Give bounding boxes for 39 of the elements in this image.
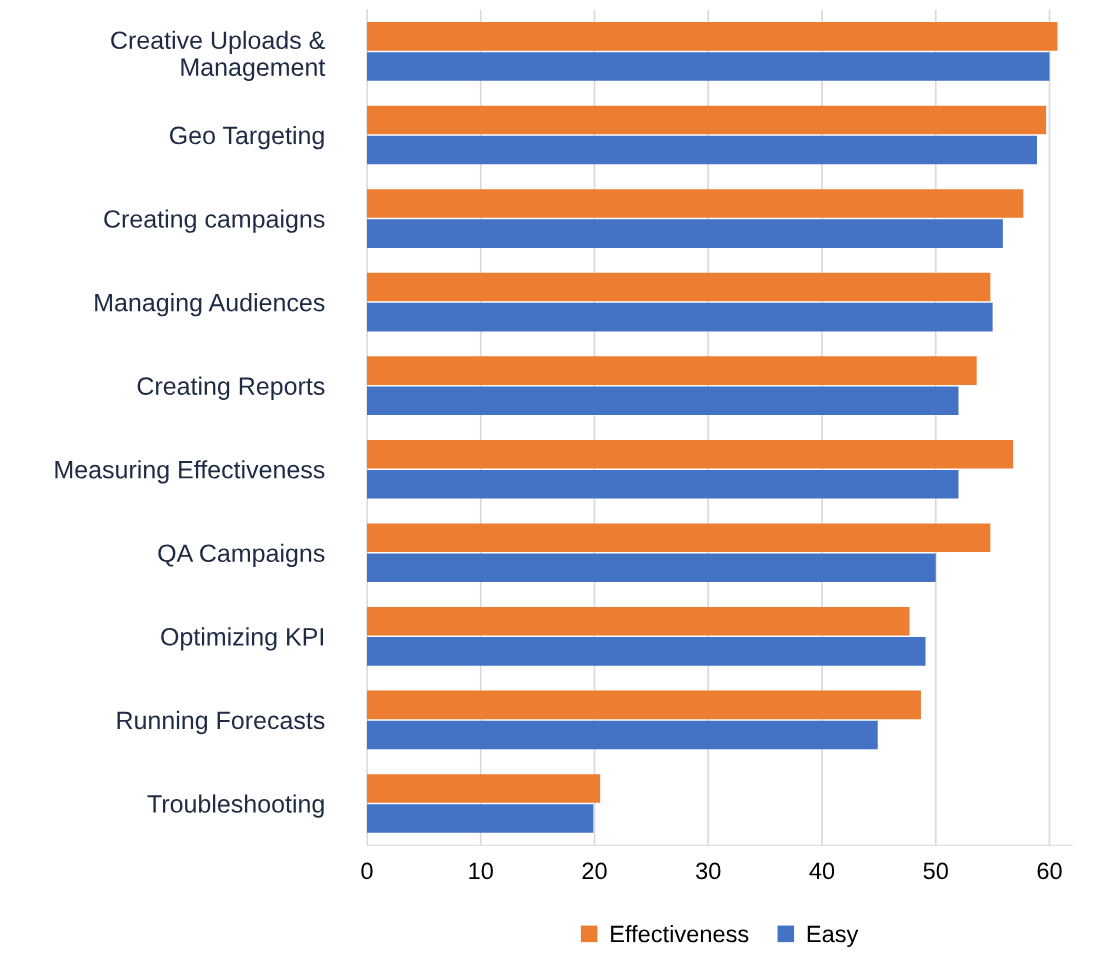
bar (366, 774, 601, 803)
y-tick-label: Creative Uploads & Management (111, 30, 326, 81)
bar (366, 135, 1037, 165)
bar (366, 607, 910, 636)
y-tick-label: Managing Audiences (95, 293, 325, 317)
bar (366, 523, 991, 553)
x-tick-label: 10 (469, 862, 493, 880)
bar (366, 219, 1003, 248)
bar (366, 439, 1014, 469)
legend-label: Effectiveness (611, 924, 749, 943)
bar (366, 302, 993, 332)
y-tick-label: Running Forecasts (117, 710, 325, 735)
bar (366, 469, 959, 499)
y-tick-label: Measuring Effectiveness (55, 460, 325, 484)
bar (366, 690, 921, 720)
legend-label: Easy (807, 925, 859, 947)
x-tick-label: 40 (809, 862, 835, 880)
x-tick-label: 60 (1037, 862, 1062, 880)
bar (366, 272, 991, 302)
y-tick-label: QA Campaigns (158, 543, 325, 568)
bar (366, 386, 959, 415)
bar (366, 553, 936, 583)
bar (366, 720, 878, 750)
bar (366, 105, 1047, 135)
y-tick-label: Creating Reports (137, 376, 325, 400)
bar (366, 804, 594, 833)
y-tick-label: Geo Targeting (169, 125, 324, 150)
x-tick-label: 30 (696, 862, 721, 880)
y-tick-label: Troubleshooting (147, 794, 324, 818)
y-tick-label: Optimizing KPI (161, 627, 323, 651)
x-tick-label: 20 (582, 862, 607, 880)
bar (366, 22, 1058, 51)
bar (366, 189, 1024, 218)
bar (366, 52, 1050, 81)
x-tick-label: 50 (923, 862, 948, 880)
x-tick-label: 0 (361, 862, 373, 880)
bar (366, 356, 977, 385)
bar (366, 637, 926, 666)
y-tick-label: Creating campaigns (104, 209, 325, 233)
